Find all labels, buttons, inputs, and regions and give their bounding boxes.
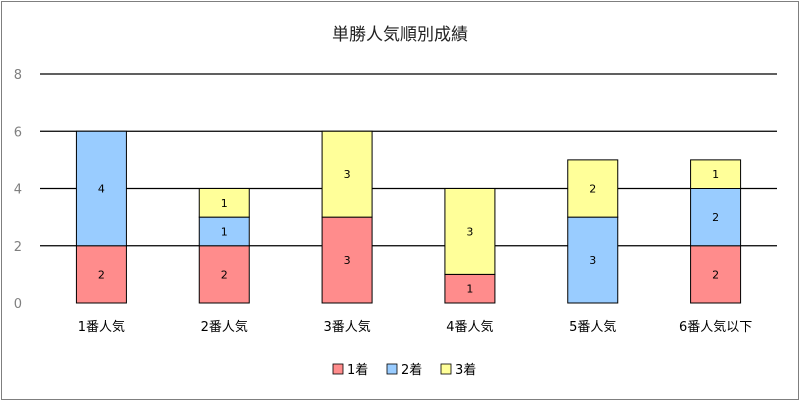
bar-segment — [690, 245, 742, 304]
bar-segment — [321, 216, 373, 304]
data-label: 2 — [712, 211, 719, 224]
data-label: 2 — [589, 183, 596, 196]
data-label: 1 — [712, 168, 719, 181]
data-label: 2 — [98, 268, 105, 281]
y-tick-label: 0 — [14, 297, 22, 312]
data-label: 1 — [221, 197, 228, 210]
bar-segment — [567, 159, 619, 218]
x-tick-label: 2番人気 — [201, 319, 248, 335]
x-tick-label: 6番人気以下 — [679, 319, 752, 335]
bar-segment — [198, 245, 250, 304]
legend-swatch — [386, 363, 398, 375]
bar-segment — [567, 216, 619, 304]
legend-label: 2着 — [401, 362, 422, 378]
bar-segment — [444, 188, 496, 275]
data-label: 3 — [344, 254, 351, 267]
data-label: 3 — [466, 225, 473, 238]
bar-segment — [198, 216, 250, 247]
data-label: 4 — [98, 183, 105, 196]
x-tick-label: 3番人気 — [323, 319, 370, 335]
bar-segment — [321, 130, 373, 218]
data-label: 3 — [589, 254, 596, 267]
x-tick-label: 1番人気 — [78, 319, 125, 335]
data-label: 1 — [466, 283, 473, 296]
bar-segment — [75, 130, 127, 247]
legend-label: 1着 — [347, 362, 368, 378]
bar-segment — [690, 188, 742, 247]
y-tick-label: 6 — [14, 125, 22, 140]
legend-label: 3着 — [455, 362, 476, 378]
data-label: 2 — [712, 268, 719, 281]
data-label: 3 — [344, 168, 351, 181]
x-tick-label: 4番人気 — [446, 319, 493, 335]
y-tick-label: 2 — [14, 240, 22, 255]
y-tick-label: 4 — [14, 183, 22, 198]
bar-segment — [690, 159, 742, 189]
y-tick-label: 8 — [14, 68, 22, 83]
chart-title: 単勝人気順別成績 — [332, 25, 468, 45]
legend-swatch — [332, 363, 344, 375]
data-label: 2 — [221, 268, 228, 281]
legend-swatch — [440, 363, 452, 375]
x-tick-label: 5番人気 — [569, 319, 616, 335]
bar-segment — [198, 188, 250, 218]
bar-segment — [444, 273, 496, 304]
data-label: 1 — [221, 225, 228, 238]
